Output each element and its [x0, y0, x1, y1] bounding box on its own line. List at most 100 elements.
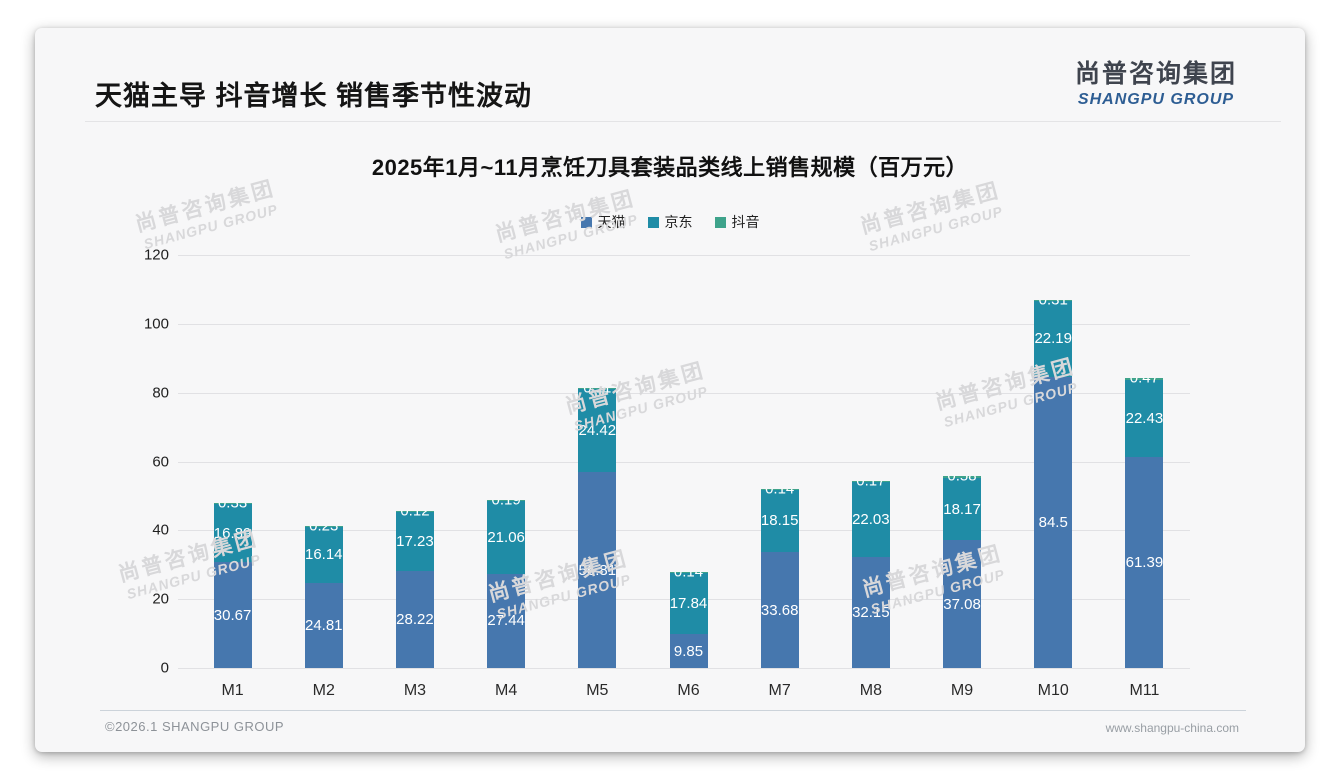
gridline	[178, 461, 1190, 463]
bar-segment-京东: 16.14	[304, 527, 343, 583]
x-axis-tick-label: M7	[768, 682, 791, 699]
bar-segment-京东: 18.15	[760, 489, 799, 553]
legend-swatch	[714, 216, 726, 228]
x-axis-tick-label: M9	[950, 682, 974, 699]
bar-segment-天猫: 32.15	[851, 557, 890, 668]
legend-item: 京东	[647, 212, 693, 232]
gridline	[178, 668, 1190, 669]
gridline	[178, 530, 1190, 532]
segment-value-label: 22.03	[852, 510, 890, 528]
segment-value-label: 24.42	[578, 421, 617, 439]
bar-M6: 9.85 17.84 0.14	[669, 572, 708, 668]
y-axis-tick-label: 20	[152, 590, 169, 608]
legend-swatch	[647, 216, 659, 228]
bar-segment-天猫: 24.81	[304, 582, 343, 668]
y-axis-tick-label: 120	[143, 246, 169, 264]
segment-value-label: 32.15	[852, 604, 890, 622]
y-axis-tick-label: 0	[160, 659, 169, 677]
bar-segment-天猫: 84.5	[1034, 377, 1073, 668]
company-logo: 尚普咨询集团 SHANGPU GROUP	[1075, 54, 1237, 109]
bar-segment-天猫: 37.08	[943, 540, 982, 668]
x-axis-tick-label: M6	[677, 682, 700, 699]
bar-M5: 56.81 24.42 0.11	[578, 388, 617, 668]
bar-M2: 24.81 16.14 0.23	[304, 526, 343, 668]
segment-value-label: 17.84	[669, 594, 708, 612]
segment-value-label: 16.89	[213, 524, 252, 542]
segment-value-label-top: 0.14	[765, 489, 795, 498]
page-title: 天猫主导 抖音增长 销售季节性波动	[95, 81, 533, 111]
chart-legend: 天猫 京东 抖音	[35, 212, 1305, 232]
bar-segment-京东: 22.43	[1125, 379, 1164, 457]
chart-title: 2025年1月~11月烹饪刀具套装品类线上销售规模（百万元）	[371, 155, 969, 180]
y-axis-tick-label: 100	[143, 315, 169, 333]
bar-segment-抖音	[213, 503, 252, 505]
segment-value-label: 24.81	[304, 616, 343, 634]
bar-segment-京东: 16.89	[213, 504, 252, 563]
legend-label: 天猫	[597, 214, 626, 230]
y-axis-tick-label: 40	[152, 521, 169, 539]
segment-value-label-top: 0.14	[673, 572, 704, 581]
segment-value-label: 56.81	[578, 561, 617, 579]
bar-segment-京东: 17.23	[395, 511, 434, 571]
segment-value-label-top: 0.31	[1038, 299, 1068, 309]
x-axis-tick-label: M1	[221, 682, 244, 699]
bar-M8: 32.15 22.03 0.17	[851, 480, 890, 668]
x-axis-tick-label: M2	[312, 682, 335, 699]
segment-value-label: 61.39	[1125, 553, 1164, 571]
segment-value-label-top: 0.11	[583, 388, 612, 397]
segment-value-label: 22.19	[1034, 330, 1072, 348]
bar-segment-京东: 21.06	[487, 501, 526, 574]
bar-segment-天猫: 33.68	[760, 552, 799, 668]
segment-value-label: 21.06	[487, 528, 525, 546]
bar-M10: 84.5 22.19 0.31	[1034, 299, 1073, 668]
segment-value-label-top: 0.58	[947, 475, 977, 485]
logo-english-text: SHANGPU GROUP	[1077, 91, 1235, 108]
bar-segment-抖音	[487, 500, 526, 502]
segment-value-label-top: 0.17	[856, 480, 886, 490]
bar-M4: 27.44 21.06 0.19	[487, 500, 526, 668]
bar-segment-抖音	[304, 526, 343, 528]
bar-segment-天猫: 28.22	[395, 570, 434, 668]
legend-label: 京东	[664, 214, 693, 230]
segment-value-label: 84.5	[1038, 514, 1068, 532]
slide-card: 天猫主导 抖音增长 销售季节性波动 尚普咨询集团 SHANGPU GROUP 2…	[35, 28, 1305, 752]
x-axis-tick-label: M4	[495, 682, 518, 699]
bar-segment-抖音	[1034, 299, 1073, 301]
footer-divider	[100, 710, 1246, 711]
segment-value-label: 18.15	[760, 512, 799, 530]
segment-value-label: 16.14	[304, 546, 343, 564]
x-axis-tick-label: M5	[586, 682, 609, 699]
x-axis-tick-label: M10	[1037, 682, 1069, 699]
bar-segment-抖音	[1125, 377, 1164, 380]
segment-value-label-top: 0.23	[309, 526, 339, 535]
bar-segment-天猫: 9.85	[669, 634, 708, 668]
bar-segment-京东: 17.84	[669, 572, 708, 635]
bar-segment-天猫: 61.39	[1125, 456, 1164, 668]
segment-value-label: 28.22	[396, 610, 434, 628]
x-axis-tick-label: M8	[859, 682, 882, 699]
y-axis-tick-label: 80	[152, 384, 169, 402]
bar-chart-plot: 0 20 40 60 80 100 120 30.67 16.89 0.33 M1 24.81 16.1…	[35, 28, 1305, 752]
bar-segment-京东: 22.19	[1034, 300, 1073, 378]
bar-segment-天猫: 56.81	[578, 472, 617, 668]
segment-value-label: 33.68	[760, 601, 799, 619]
footer-website: www.shangpu-china.com	[1105, 721, 1239, 735]
footer-copyright: ©2026.1 SHANGPU GROUP	[105, 719, 285, 734]
legend-label: 抖音	[731, 214, 760, 230]
x-axis-tick-label: M3	[403, 682, 427, 699]
segment-value-label-top: 0.19	[491, 500, 521, 509]
bar-segment-天猫: 30.67	[213, 562, 252, 668]
bar-segment-抖音	[943, 475, 982, 478]
segment-value-label: 30.67	[213, 606, 252, 624]
bar-M11: 61.39 22.43 0.47	[1125, 377, 1164, 668]
gridline	[178, 255, 1190, 256]
bar-M1: 30.67 16.89 0.33	[213, 503, 252, 668]
segment-value-label: 9.85	[673, 642, 704, 660]
legend-item: 天猫	[580, 212, 626, 232]
legend-item: 抖音	[714, 212, 760, 232]
bar-segment-抖音	[851, 480, 890, 482]
bar-M9: 37.08 18.17 0.58	[943, 475, 982, 668]
header-divider	[85, 121, 1281, 122]
x-axis-tick-label: M11	[1129, 682, 1160, 699]
